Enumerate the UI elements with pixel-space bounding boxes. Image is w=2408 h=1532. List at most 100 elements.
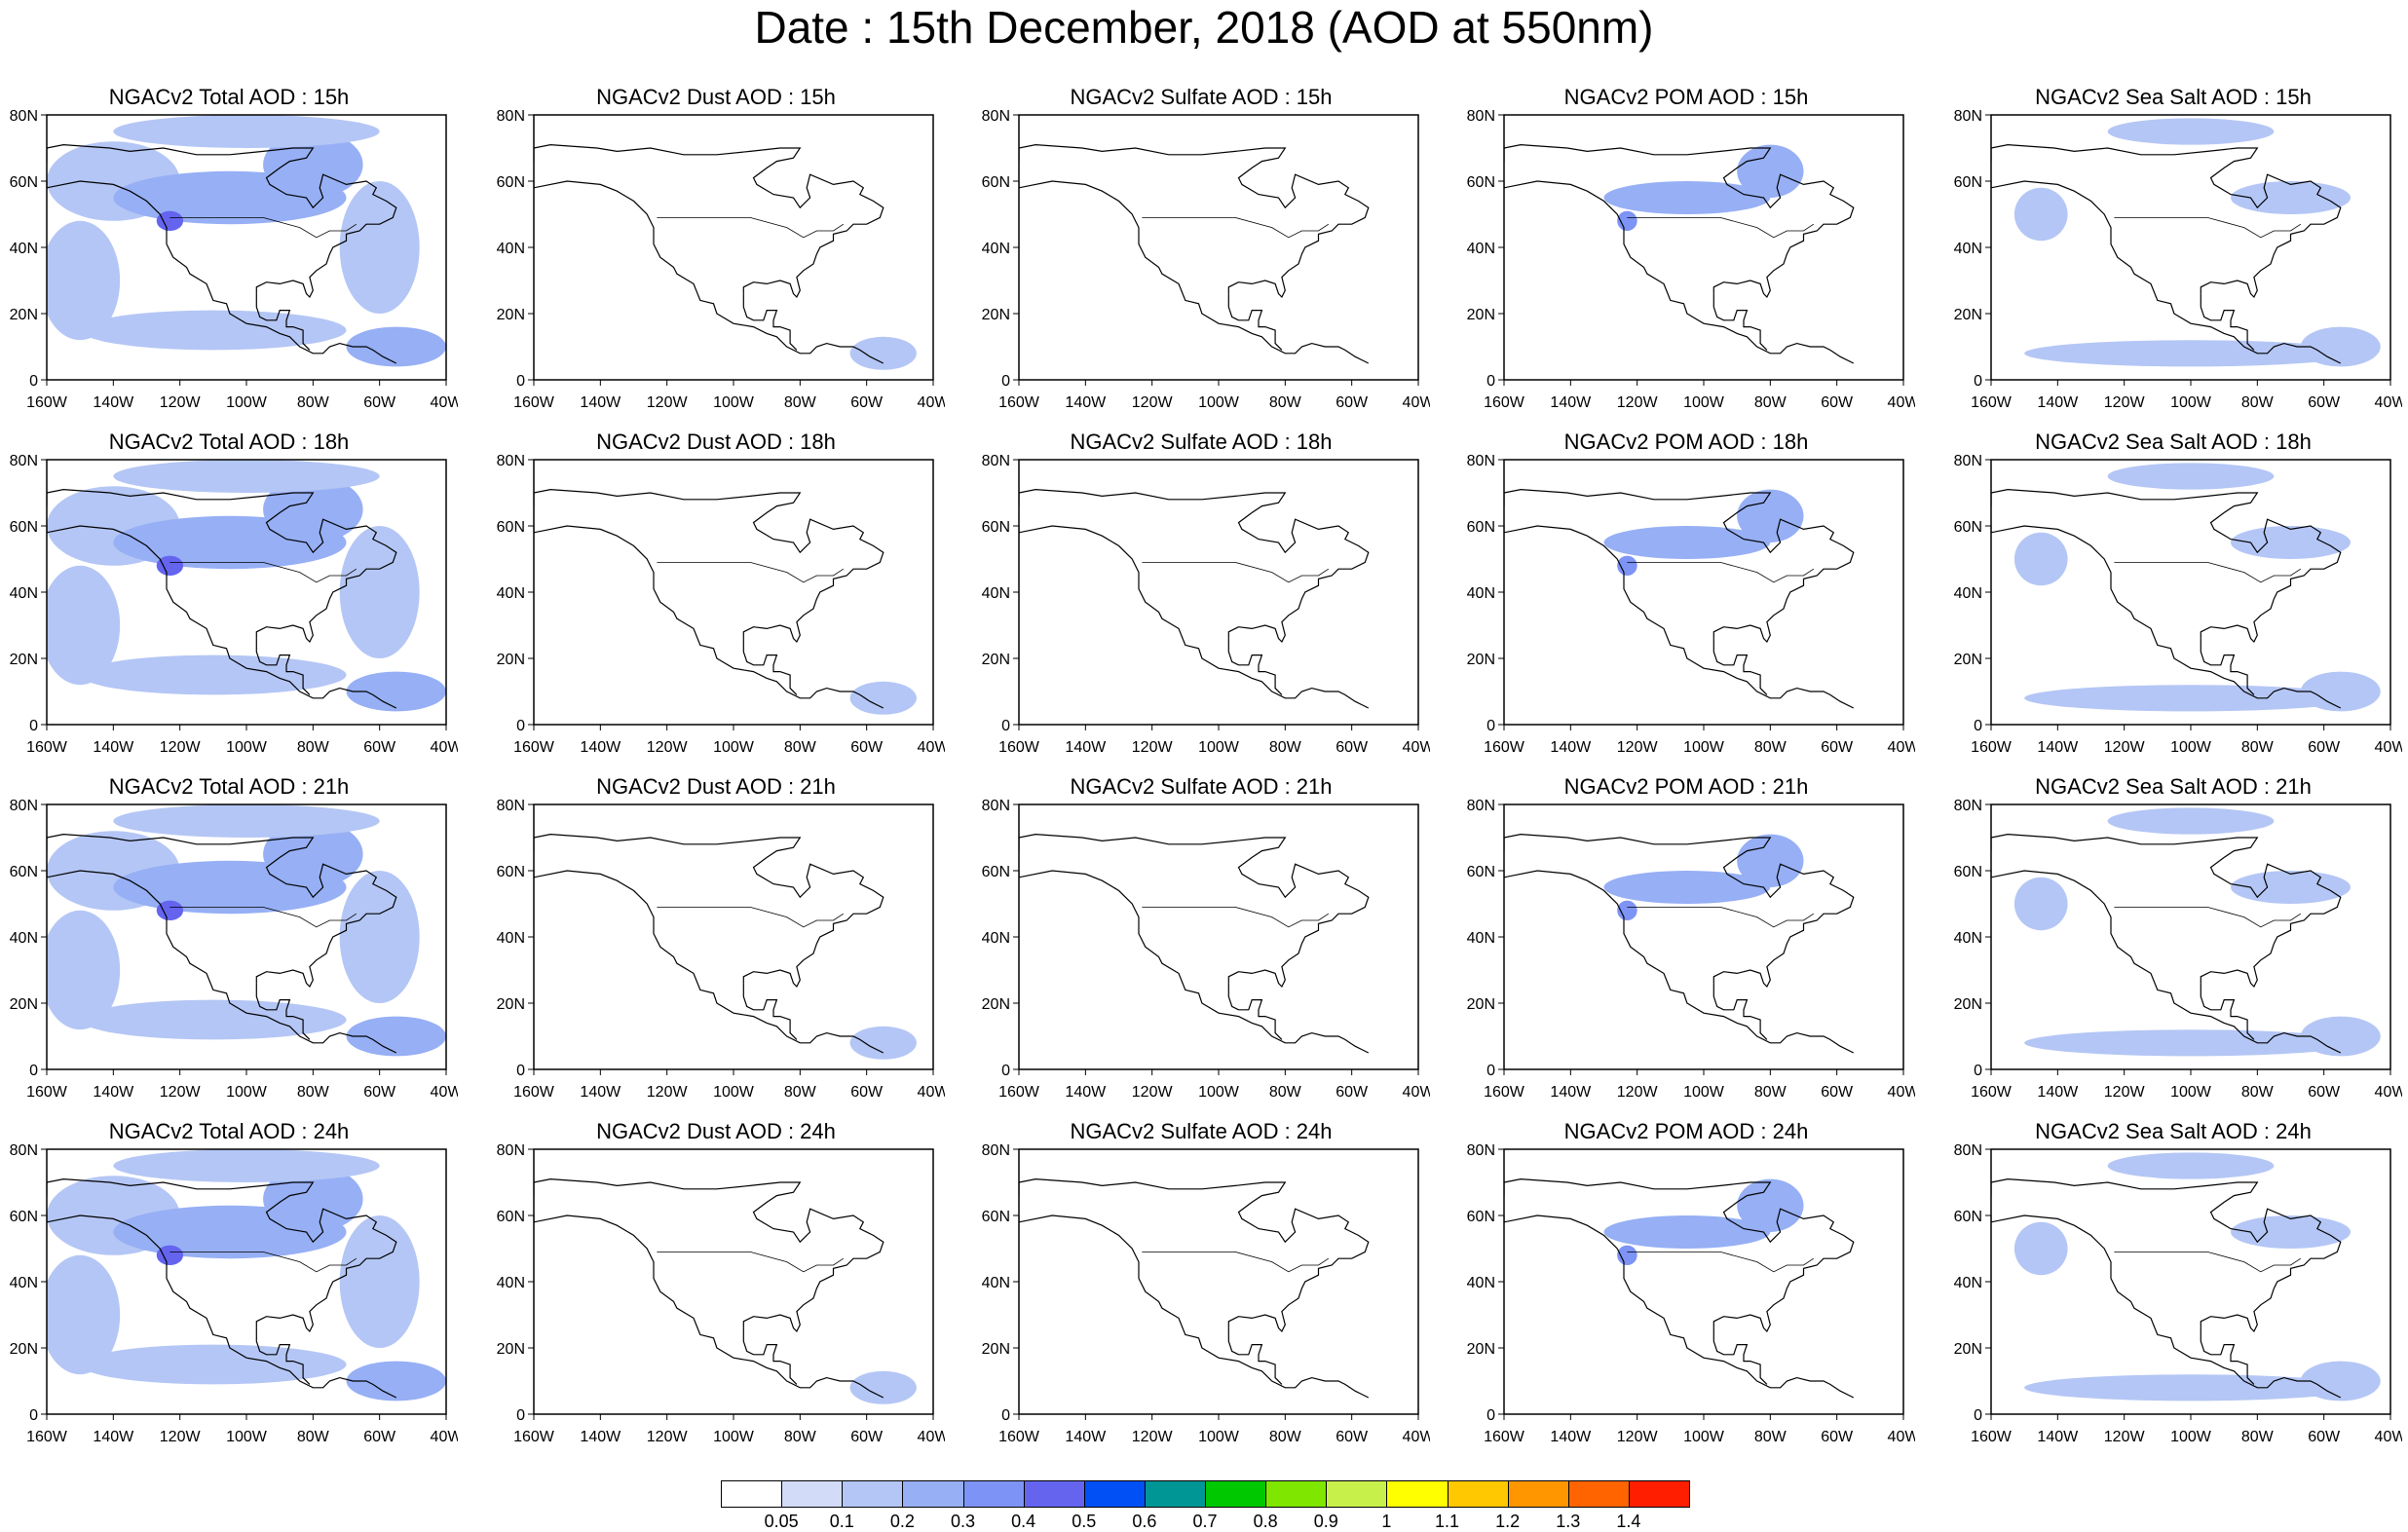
colorbar-swatch	[721, 1480, 783, 1508]
aod-patch	[2013, 1221, 2068, 1276]
colorbar-label: 0.5	[1072, 1512, 1097, 1531]
x-tick-label: 140W	[1065, 1084, 1107, 1101]
x-tick-label: 100W	[1683, 1429, 1725, 1445]
x-tick-label: 120W	[1132, 739, 1174, 756]
figure-title: Date : 15th December, 2018 (AOD at 550nm…	[754, 2, 1654, 53]
coastline	[534, 525, 884, 709]
x-tick-label: 60W	[850, 739, 884, 756]
x-tick-label: 160W	[26, 1429, 68, 1445]
aod-patch	[2300, 671, 2381, 712]
coastline	[2200, 1327, 2255, 1385]
x-tick-label: 100W	[1198, 1084, 1240, 1101]
colorbar-label: 1.4	[1616, 1512, 1641, 1531]
x-tick-label: 160W	[1484, 1429, 1525, 1445]
y-tick-label: 80N	[10, 1142, 38, 1159]
coastline	[1019, 1214, 1370, 1399]
map-panel-sulfate-15h: NGACv2 Sulfate AOD : 15h 160W 140W 120W 100W…	[972, 86, 1430, 417]
aod-patch	[80, 310, 347, 351]
y-tick-label: 40N	[497, 930, 525, 947]
coastline	[1019, 870, 1370, 1054]
x-tick-label: 60W	[363, 1084, 396, 1101]
aod-patch	[339, 181, 420, 314]
x-tick-label: 100W	[226, 739, 268, 756]
country-border	[169, 562, 357, 583]
panel-title: NGACv2 Sulfate AOD : 15h	[1070, 85, 1333, 109]
x-tick-label: 100W	[2170, 394, 2212, 411]
aod-patch	[80, 654, 347, 695]
colorbar-swatch	[1447, 1480, 1509, 1508]
y-tick-label: 20N	[1467, 996, 1495, 1013]
x-tick-label: 80W	[784, 1429, 817, 1445]
panel-title: NGACv2 POM AOD : 24h	[1563, 1119, 1809, 1143]
panel-title: NGACv2 Total AOD : 15h	[108, 85, 350, 109]
x-tick-label: 80W	[297, 1084, 330, 1101]
y-tick-label: 60N	[982, 1209, 1010, 1225]
y-tick-label: 60N	[1467, 864, 1495, 880]
x-tick-label: 60W	[1336, 739, 1369, 756]
y-tick-label: 60N	[1954, 1209, 1982, 1225]
x-tick-label: 60W	[1821, 1429, 1854, 1445]
x-tick-label: 160W	[26, 739, 68, 756]
x-tick-label: 80W	[1754, 394, 1787, 411]
aod-patch	[2231, 526, 2351, 559]
panel-title: NGACv2 Total AOD : 18h	[108, 430, 350, 454]
y-tick-label: 0	[29, 1407, 38, 1424]
aod-patch	[346, 1361, 446, 1401]
y-tick-label: 80N	[1467, 453, 1495, 469]
coastline	[47, 525, 397, 709]
coastline	[1019, 525, 1370, 709]
y-tick-label: 80N	[982, 108, 1010, 125]
x-tick-label: 60W	[850, 394, 884, 411]
aod-map: 160W 140W 120W 100W 80W 60W 40W 0 20N 40N 60N 80N	[497, 1142, 945, 1445]
x-tick-label: 160W	[513, 739, 555, 756]
panel-title: NGACv2 Sea Salt AOD : 21h	[2035, 774, 2312, 799]
aod-patch	[2300, 1016, 2381, 1057]
aod-patch	[2231, 1215, 2351, 1249]
map-panel-seasalt-18h: NGACv2 Sea Salt AOD : 18h 160W 140W 120W 100…	[1944, 430, 2402, 762]
x-tick-label: 40W	[1888, 1084, 1915, 1101]
coastline	[1504, 525, 1855, 709]
y-tick-label: 40N	[1467, 930, 1495, 947]
aod-map: 160W 140W 120W 100W 80W 60W 40W 0 20N 40N 60N 80N	[982, 108, 1430, 411]
aod-patch	[47, 910, 121, 1030]
aod-patch	[1737, 489, 1804, 542]
map-frame	[1503, 1148, 1904, 1415]
y-tick-label: 80N	[1954, 1142, 1982, 1159]
y-tick-label: 20N	[982, 652, 1010, 668]
x-tick-label: 80W	[2241, 739, 2275, 756]
panel-title: NGACv2 Sea Salt AOD : 24h	[2035, 1119, 2312, 1143]
colorbar-label: 0.05	[764, 1512, 799, 1531]
coastline	[1712, 983, 1768, 1040]
y-tick-label: 60N	[982, 519, 1010, 536]
y-tick-label: 40N	[982, 585, 1010, 602]
coastline	[47, 1214, 397, 1399]
panel-title: NGACv2 Dust AOD : 21h	[596, 774, 836, 799]
country-border	[657, 1252, 845, 1273]
y-tick-label: 0	[1001, 718, 1010, 734]
y-tick-label: 20N	[982, 307, 1010, 323]
colorbar-label: 1	[1381, 1512, 1392, 1531]
panel-title: NGACv2 POM AOD : 15h	[1563, 85, 1809, 109]
aod-patch	[2107, 463, 2275, 490]
x-tick-label: 40W	[1888, 394, 1915, 411]
x-tick-label: 140W	[1065, 1429, 1107, 1445]
aod-patch	[80, 999, 347, 1040]
x-tick-label: 100W	[1198, 1429, 1240, 1445]
x-tick-label: 80W	[1269, 1429, 1302, 1445]
aod-patch	[849, 336, 917, 370]
x-tick-label: 160W	[998, 1429, 1040, 1445]
y-tick-label: 60N	[10, 174, 38, 191]
y-tick-label: 80N	[497, 1142, 525, 1159]
x-tick-label: 80W	[784, 739, 817, 756]
coastline	[2200, 983, 2255, 1040]
country-border	[1627, 1252, 1815, 1273]
x-tick-label: 40W	[1403, 739, 1430, 756]
y-tick-label: 20N	[10, 996, 38, 1013]
x-tick-label: 120W	[1617, 739, 1659, 756]
aod-map: 160W 140W 120W 100W 80W 60W 40W 0 20N 40N 60N 80N	[1467, 108, 1915, 411]
country-border	[1142, 217, 1330, 239]
x-tick-label: 100W	[1198, 739, 1240, 756]
coastline	[1227, 638, 1283, 695]
x-tick-label: 60W	[1821, 394, 1854, 411]
x-tick-label: 60W	[850, 1429, 884, 1445]
